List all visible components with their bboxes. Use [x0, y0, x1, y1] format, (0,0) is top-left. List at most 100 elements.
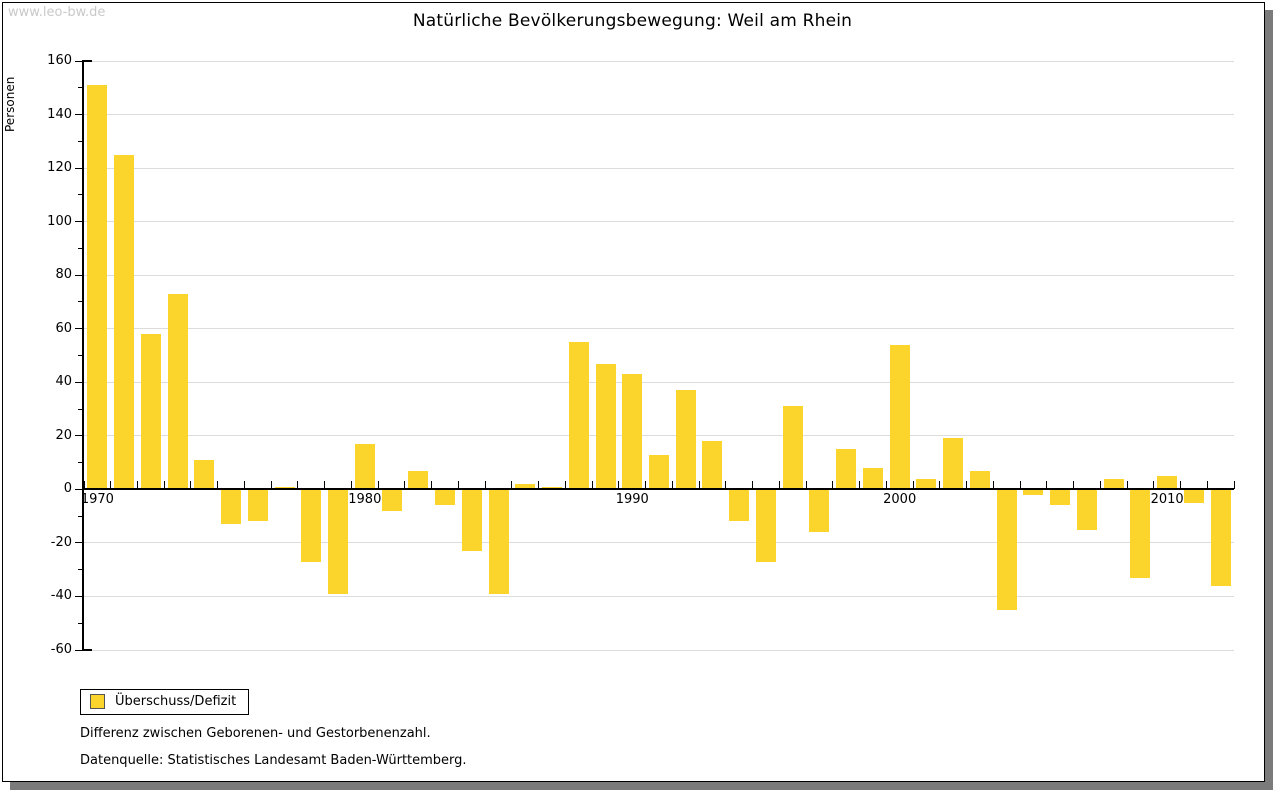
bar-2012 — [1210, 489, 1231, 586]
x-tick — [1046, 481, 1048, 490]
y-axis-line — [82, 61, 84, 650]
x-tick — [457, 481, 459, 490]
bar-1972 — [140, 334, 161, 490]
y-major-tick — [75, 488, 82, 490]
y-minor-tick — [78, 462, 82, 464]
gridline — [84, 595, 1234, 597]
x-tick — [671, 481, 673, 490]
bar-2009 — [1130, 489, 1151, 578]
gridline — [84, 60, 1234, 62]
bar-1991 — [649, 454, 669, 490]
y-major-tick — [75, 114, 82, 116]
gridline — [84, 435, 1234, 437]
y-tick-label: -60 — [50, 642, 72, 657]
y-major-tick — [75, 435, 82, 437]
x-tick — [805, 481, 807, 490]
x-tick — [110, 481, 112, 490]
x-tick — [243, 481, 245, 490]
bar-2011 — [1183, 489, 1204, 503]
bar-1992 — [675, 390, 696, 490]
y-major-tick — [75, 542, 82, 544]
bar-1978 — [301, 489, 322, 562]
y-axis-title: Personen — [3, 76, 17, 132]
bar-2002 — [943, 438, 964, 490]
x-tick — [297, 481, 299, 490]
plot-area: -60 -40 -20 0 20 40 60 80 100 120 140 160 1970 1980 19… — [47, 53, 1235, 657]
y-tick-label: 80 — [55, 267, 72, 283]
bar-2006 — [1050, 489, 1071, 506]
bar-1997 — [809, 489, 830, 533]
y-major-tick — [75, 167, 82, 169]
gridline — [84, 649, 1234, 651]
y-tick-label: 60 — [55, 320, 72, 336]
y-major-tick — [75, 60, 82, 62]
x-tick-label: 1970 — [80, 492, 114, 508]
chart-title: Natürliche Bevölkerungsbewegung: Weil am… — [412, 11, 853, 31]
bar-2010 — [1157, 475, 1178, 490]
y-axis-cap-bottom — [82, 649, 92, 651]
bar-1989 — [595, 363, 616, 490]
bar-2007 — [1076, 489, 1097, 530]
bar-1988 — [568, 342, 589, 490]
y-tick-label: -20 — [50, 534, 72, 550]
bar-1979 — [328, 489, 349, 594]
y-minor-tick — [78, 194, 82, 196]
legend-box: Überschuss/Defizit — [80, 689, 250, 715]
y-tick-label: 0 — [63, 481, 72, 497]
gridline — [84, 542, 1234, 544]
gridline — [84, 328, 1234, 330]
bar-2004 — [996, 489, 1017, 610]
x-tick — [618, 481, 620, 490]
bar-1995 — [755, 489, 776, 562]
y-minor-tick — [78, 355, 82, 356]
x-tick — [752, 481, 754, 490]
x-tick — [778, 481, 780, 490]
y-major-tick — [75, 221, 82, 223]
bar-1975 — [221, 489, 242, 525]
bar-1982 — [408, 470, 429, 490]
bar-1984 — [461, 489, 482, 551]
x-tick — [1153, 481, 1155, 490]
bar-1973 — [167, 293, 188, 490]
gridline — [84, 381, 1234, 383]
legend-label: Überschuss/Defizit — [115, 694, 237, 709]
bar-1980 — [354, 443, 375, 490]
x-tick — [966, 481, 968, 490]
y-major-tick — [75, 328, 82, 330]
footnote-source: Datenquelle: Statistisches Landesamt Bad… — [80, 753, 467, 768]
bar-1999 — [862, 467, 883, 490]
bar-2001 — [916, 478, 937, 490]
x-tick — [1099, 481, 1101, 490]
watermark-text: www.leo-bw.de — [8, 5, 106, 20]
x-tick — [645, 481, 647, 490]
y-minor-tick — [78, 140, 82, 142]
y-tick-label: 120 — [47, 160, 72, 176]
x-tick — [190, 481, 192, 490]
footnote-description: Differenz zwischen Geborenen- und Gestor… — [80, 726, 431, 741]
x-tick — [1073, 481, 1075, 490]
x-tick — [350, 481, 352, 490]
bar-1998 — [836, 449, 857, 490]
x-tick-label: 2010 — [1150, 492, 1184, 508]
y-minor-tick — [78, 408, 82, 410]
y-minor-tick — [78, 515, 82, 517]
bar-1985 — [488, 489, 509, 594]
y-tick-label: 40 — [55, 374, 72, 390]
bar-1977 — [274, 486, 295, 490]
bar-2003 — [969, 470, 990, 490]
x-tick — [538, 481, 540, 490]
gridline — [84, 114, 1234, 116]
bar-1981 — [381, 489, 402, 511]
x-tick — [725, 481, 727, 490]
y-minor-tick — [78, 569, 82, 571]
x-tick — [83, 481, 85, 490]
bar-2000 — [889, 344, 910, 490]
y-minor-tick — [78, 301, 82, 303]
x-tick — [324, 481, 326, 490]
y-major-tick — [75, 649, 82, 651]
x-tick — [859, 481, 861, 490]
y-tick-label: 100 — [47, 213, 72, 229]
bar-1970 — [87, 85, 108, 490]
x-axis-line — [84, 488, 1234, 491]
x-tick — [939, 481, 941, 490]
